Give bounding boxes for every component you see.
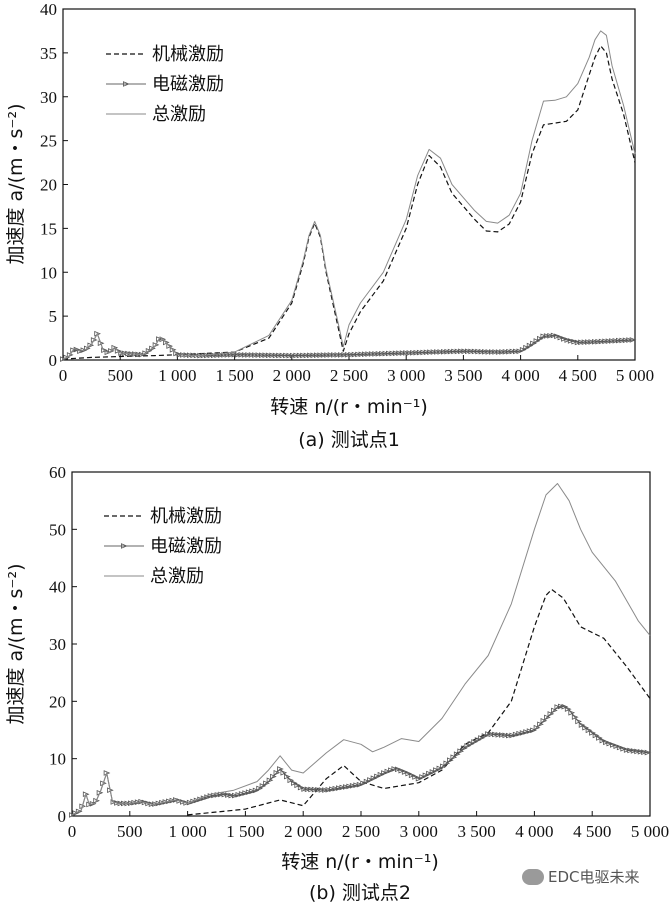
chart-b-series-group xyxy=(69,483,651,818)
wechat-bubble-icon xyxy=(522,868,544,885)
chart-a-xtick-label: 3 500 xyxy=(444,366,482,385)
chart-a-ytick-label: 25 xyxy=(40,132,57,151)
chart-b-series-total xyxy=(71,483,651,816)
chart-b-xtick-label: 500 xyxy=(117,822,143,841)
chart-a-xtick-label: 5 000 xyxy=(616,366,654,385)
chart-b-legend-label-total: 总激励 xyxy=(150,566,204,587)
chart-b-xlabel: 转速 n/(r・min⁻¹) xyxy=(281,851,439,873)
chart-a-ytick-label: 5 xyxy=(49,307,58,326)
chart-b-xtick-label: 1 000 xyxy=(168,822,206,841)
chart-a-ytick-label: 40 xyxy=(40,0,57,19)
chart-a-ytick-label: 15 xyxy=(40,219,57,238)
chart-b-xtick-label: 3 500 xyxy=(457,822,495,841)
chart-a-xtick-label: 2 000 xyxy=(273,366,311,385)
chart-a-plot-frame xyxy=(62,8,636,361)
chart-b-ytick-label: 60 xyxy=(49,463,66,482)
chart-b-xtick-label: 2 000 xyxy=(284,822,322,841)
chart-a-ytick-label: 35 xyxy=(40,44,57,63)
chart-b-ytick-label: 0 xyxy=(58,807,67,826)
chart-a-xlabel: 转速 n/(r・min⁻¹) xyxy=(270,396,428,418)
chart-a-xtick-label: 500 xyxy=(107,366,133,385)
chart-b-legend-label-electromagnetic: 电磁激励 xyxy=(150,536,222,557)
chart-a-ytick-label: 10 xyxy=(40,263,57,282)
chart-b-ticks: 0 500 1 000 1 500 2 000 2 500 3 000 3 500 4 000 4… xyxy=(49,463,669,841)
chart-a-ylabel: 加速度 a/(m・s⁻²) xyxy=(5,104,27,265)
chart-a-series-total xyxy=(62,30,636,360)
chart-b-ytick-label: 10 xyxy=(49,750,66,769)
chart-a-series-group xyxy=(60,30,636,362)
chart-b-xtick-label: 1 500 xyxy=(226,822,264,841)
chart-b-xtick-label: 2 500 xyxy=(342,822,380,841)
chart-a-xtick-label: 1 500 xyxy=(215,366,253,385)
chart-b-xtick-label: 4 500 xyxy=(573,822,611,841)
chart-a-xtick-label: 4 500 xyxy=(559,366,597,385)
chart-b-xtick-label: 3 000 xyxy=(400,822,438,841)
chart-a-xtick-label: 0 xyxy=(59,366,68,385)
watermark-text: EDC电驱未来 xyxy=(548,868,640,886)
chart-a-legend-label-mechanical: 机械激励 xyxy=(152,44,224,65)
chart-b-legend: 机械激励 电磁激励 总激励 xyxy=(104,506,222,587)
chart-b-xtick-label: 0 xyxy=(68,822,77,841)
chart-a-xtick-label: 4 000 xyxy=(501,366,539,385)
chart-a-ytick-label: 30 xyxy=(40,88,57,107)
chart-b-ylabel: 加速度 a/(m・s⁻²) xyxy=(5,564,27,725)
chart-a-ticks: 0 500 1 000 1 500 2 000 2 500 3 000 3 500 4 000 4… xyxy=(40,0,654,385)
chart-a-xtick-label: 3 000 xyxy=(387,366,425,385)
chart-a-legend-label-total: 总激励 xyxy=(152,104,206,125)
chart-b-series-mechanical xyxy=(187,588,651,816)
chart-b-xtick-label: 4 000 xyxy=(515,822,553,841)
chart-b: 0 500 1 000 1 500 2 000 2 500 3 000 3 500 4 000 4… xyxy=(5,463,669,904)
chart-a-series-mechanical xyxy=(62,45,636,360)
chart-a-legend: 机械激励 电磁激励 总激励 xyxy=(106,44,224,125)
chart-a-ytick-label: 20 xyxy=(40,176,57,195)
chart-b-caption: (b) 测试点2 xyxy=(309,882,411,904)
chart-b-xtick-label: 5 000 xyxy=(631,822,669,841)
chart-a-caption: (a) 测试点1 xyxy=(298,429,400,451)
chart-b-ytick-label: 30 xyxy=(49,635,66,654)
chart-b-legend-label-mechanical: 机械激励 xyxy=(150,506,222,527)
watermark: EDC电驱未来 xyxy=(522,866,640,887)
chart-a: 0 500 1 000 1 500 2 000 2 500 3 000 3 500 4 000 4… xyxy=(5,0,654,451)
chart-b-ytick-label: 40 xyxy=(49,578,66,597)
chart-a-ytick-label: 0 xyxy=(49,351,58,370)
chart-a-legend-label-electromagnetic: 电磁激励 xyxy=(152,74,224,95)
chart-b-ytick-label: 50 xyxy=(49,520,66,539)
chart-b-series-electromagnetic xyxy=(71,705,651,816)
chart-a-xtick-label: 2 500 xyxy=(330,366,368,385)
chart-a-xtick-label: 1 000 xyxy=(158,366,196,385)
chart-b-ytick-label: 20 xyxy=(49,692,66,711)
